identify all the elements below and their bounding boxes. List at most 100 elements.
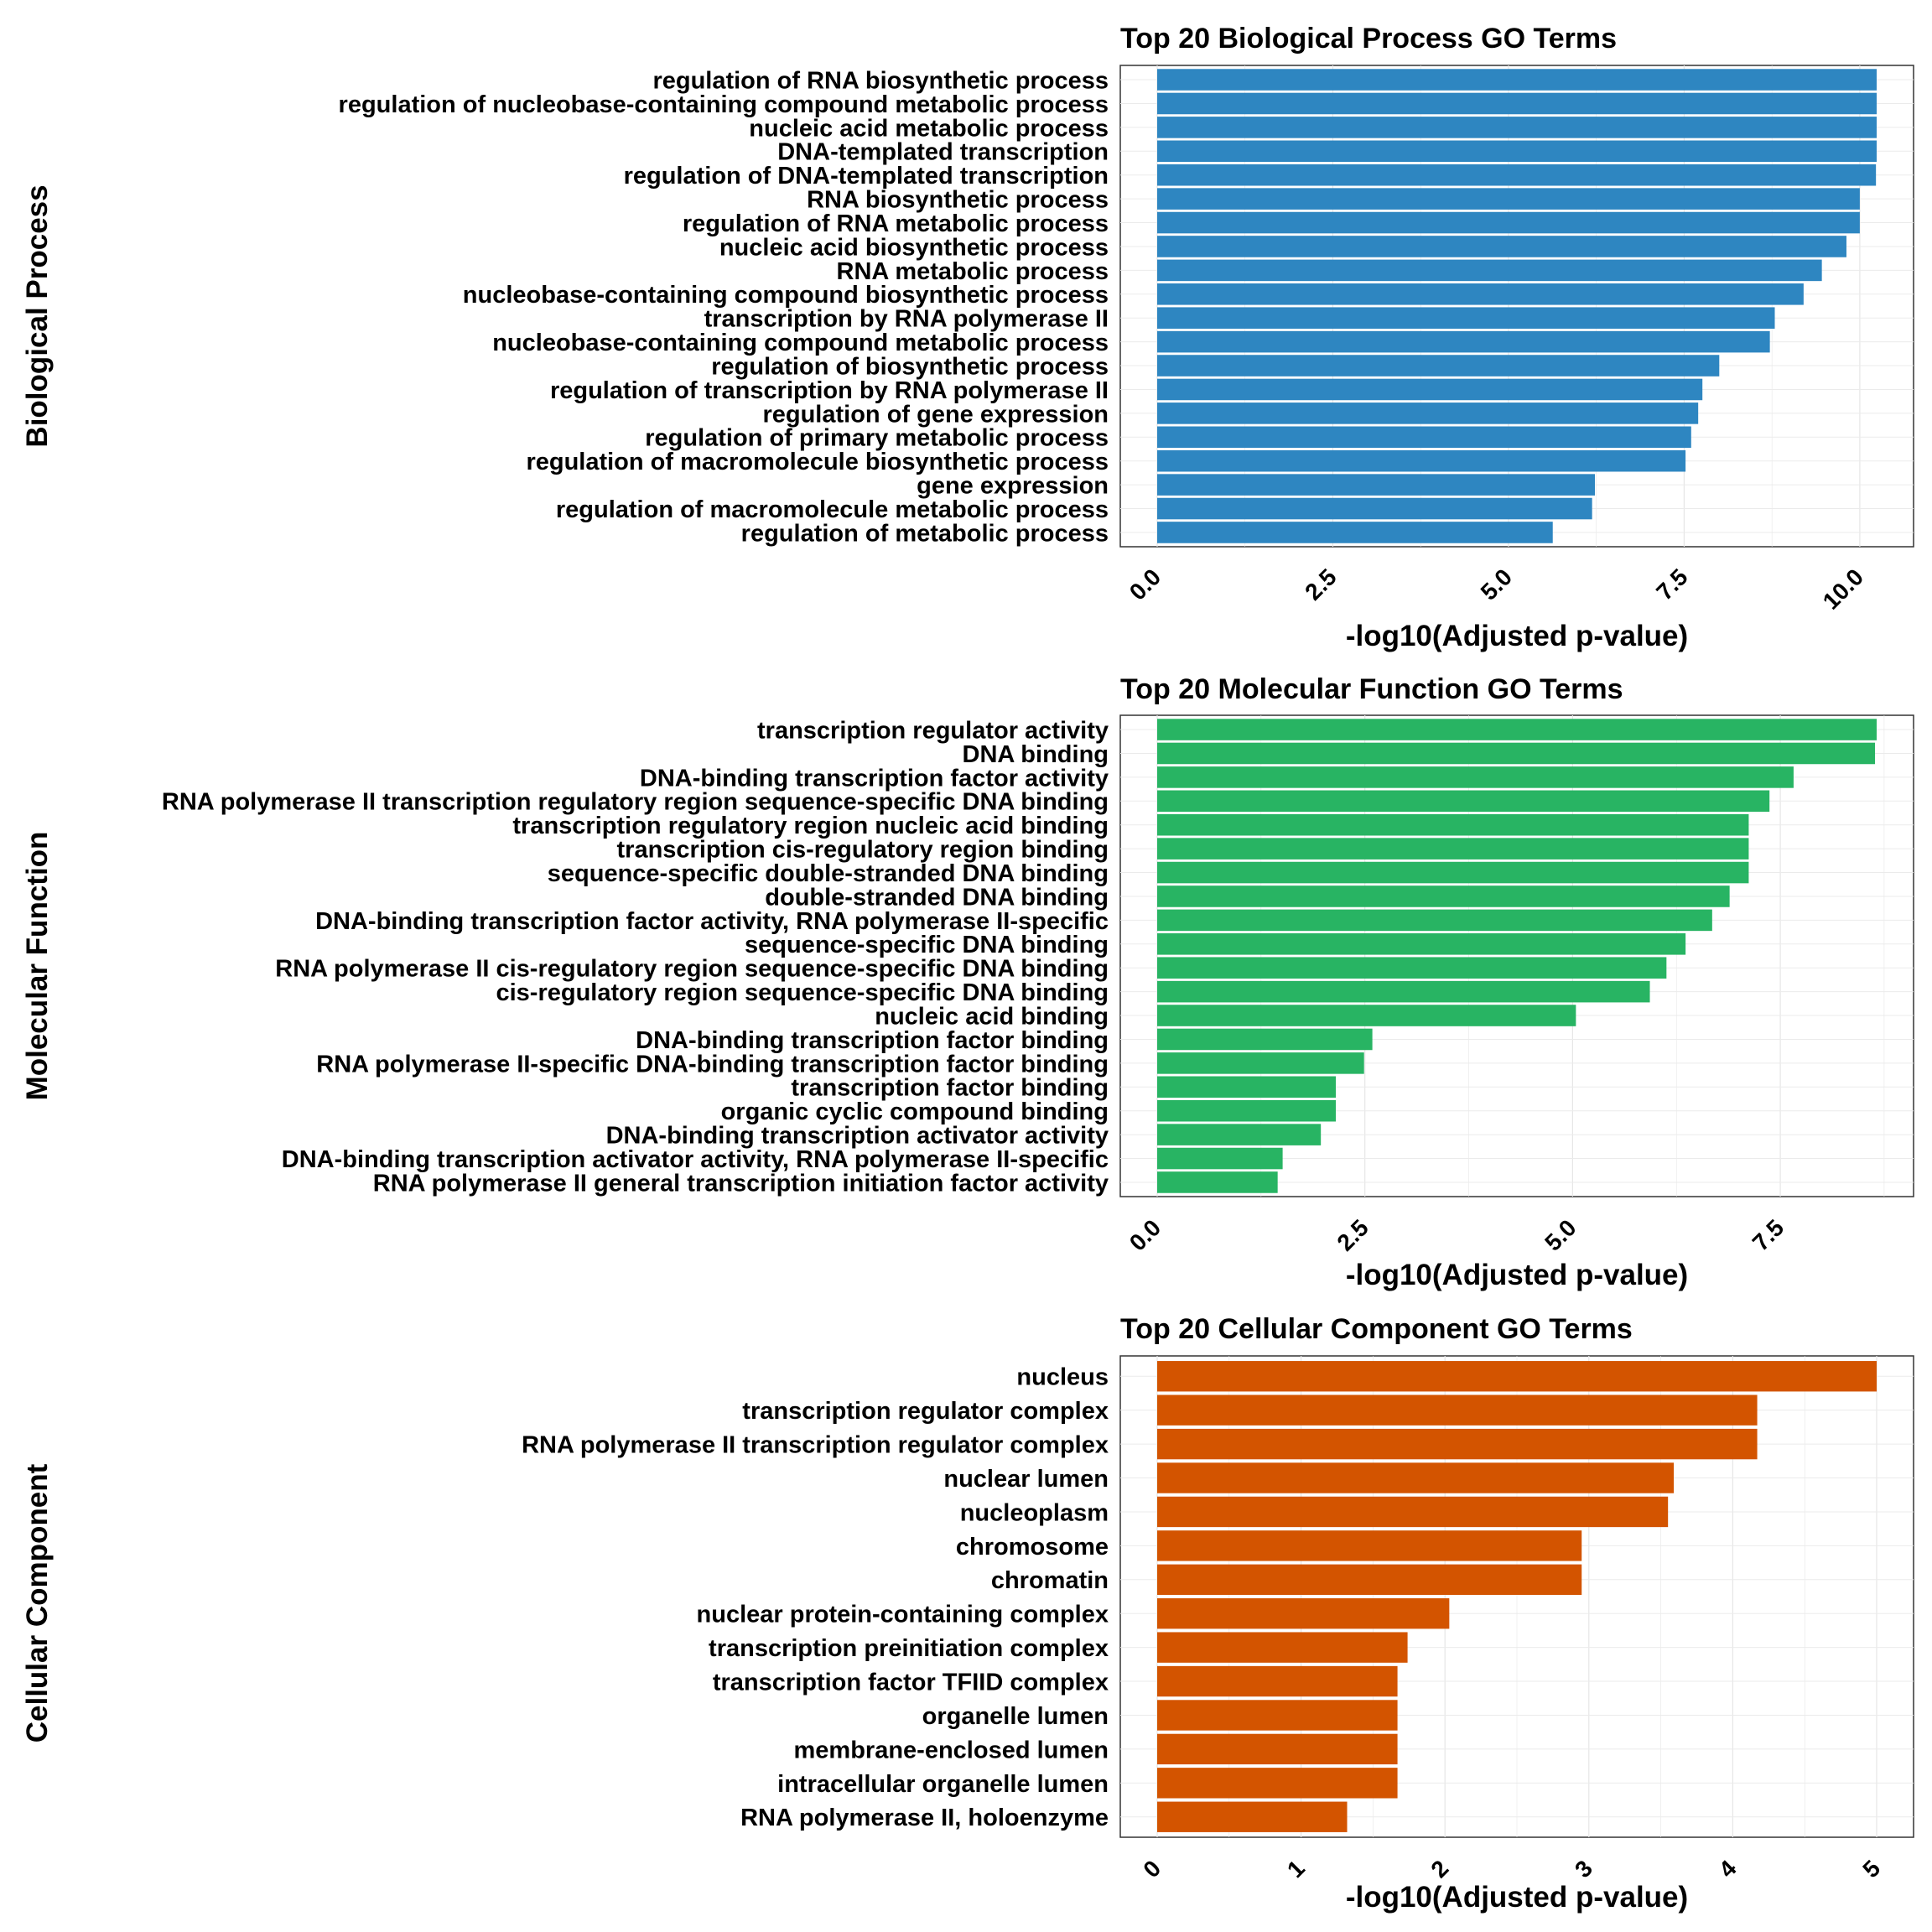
category-label: DNA-binding transcription factor activit… (315, 908, 1109, 935)
bar-3 (1157, 117, 1877, 138)
category-label: nucleus (1016, 1364, 1109, 1391)
category-label: DNA-binding transcription activator acti… (282, 1146, 1109, 1173)
category-label: DNA-binding transcription activator acti… (606, 1123, 1109, 1150)
bar-12 (1157, 330, 1770, 353)
bar-10 (1157, 1665, 1398, 1697)
bar-8 (1157, 886, 1730, 907)
x-tick-label: 0.0 (1124, 1214, 1166, 1255)
chart-panel-mf: Top 20 Molecular Function GO Terms transc… (21, 673, 1914, 1291)
x-tick-label: 10.0 (1818, 564, 1868, 614)
x-tick-label: 0.0 (1124, 564, 1166, 605)
bar-20 (1157, 1171, 1278, 1193)
x-tick-label: 7.5 (1651, 564, 1692, 605)
x-axis-label: -log10(Adjusted p-value) (1346, 1881, 1688, 1914)
category-label: regulation of RNA metabolic process (683, 210, 1109, 237)
bar-18 (1157, 474, 1596, 496)
bar-11 (1157, 957, 1667, 979)
bar-5 (1157, 813, 1749, 836)
bar-17 (1157, 449, 1686, 472)
category-label: RNA polymerase II-specific DNA-binding t… (316, 1051, 1109, 1078)
bar-5 (1157, 1496, 1669, 1528)
chart-panel-cc: Top 20 Cellular Component GO Terms nucleu… (21, 1313, 1914, 1914)
category-label: transcription regulator complex (742, 1398, 1109, 1425)
category-label: transcription preinitiation complex (709, 1635, 1109, 1662)
category-label: RNA polymerase II transcription regulato… (522, 1432, 1109, 1459)
category-label: transcription regulator activity (757, 717, 1109, 744)
category-label: RNA polymerase II, holoenzyme (740, 1805, 1109, 1831)
bar-12 (1157, 1733, 1398, 1765)
category-label: DNA-templated transcription (777, 139, 1109, 166)
category-label: chromosome (956, 1534, 1109, 1561)
category-label: RNA metabolic process (837, 258, 1109, 285)
bar-14 (1157, 1028, 1373, 1051)
category-label: nucleobase-containing compound biosynthe… (463, 282, 1109, 309)
bar-1 (1157, 719, 1877, 740)
bar-6 (1157, 1530, 1582, 1561)
category-label: regulation of RNA biosynthetic process (652, 67, 1109, 94)
bar-2 (1157, 92, 1877, 115)
category-label: regulation of macromolecule metabolic pr… (556, 496, 1109, 523)
category-label: nucleic acid biosynthetic process (719, 234, 1109, 261)
bar-13 (1157, 355, 1720, 377)
chart-title: Top 20 Cellular Component GO Terms (1120, 1313, 1633, 1345)
bar-11 (1157, 307, 1775, 329)
bar-8 (1157, 236, 1846, 257)
x-tick-label: 2.5 (1332, 1214, 1373, 1255)
category-label: nuclear lumen (943, 1466, 1109, 1493)
category-label: transcription by RNA polymerase II (704, 306, 1109, 333)
category-label: nucleobase-containing compound metabolic… (492, 330, 1109, 356)
y-axis-label: Biological Process (21, 184, 54, 447)
category-label: intracellular organelle lumen (777, 1771, 1109, 1798)
bar-5 (1157, 164, 1877, 186)
bar-17 (1157, 1099, 1337, 1122)
bar-10 (1157, 283, 1804, 305)
category-label: DNA-binding transcription factor binding (636, 1027, 1109, 1054)
bar-14 (1157, 1801, 1348, 1832)
bar-14 (1157, 378, 1703, 401)
x-tick-label: 5.0 (1476, 564, 1517, 605)
bar-6 (1157, 838, 1749, 860)
x-tick-label: 7.5 (1748, 1214, 1789, 1255)
y-axis-label: Cellular Component (21, 1463, 54, 1742)
x-axis-label: -log10(Adjusted p-value) (1346, 1259, 1688, 1291)
category-label: transcription regulatory region nucleic … (512, 813, 1109, 839)
category-label: double-stranded DNA binding (765, 884, 1109, 911)
bar-1 (1157, 1361, 1877, 1392)
category-label: DNA-binding transcription factor activit… (640, 765, 1109, 792)
bar-16 (1157, 1076, 1337, 1098)
bar-19 (1157, 497, 1592, 520)
bar-9 (1157, 909, 1712, 932)
bar-4 (1157, 140, 1877, 163)
bar-6 (1157, 188, 1860, 210)
bar-9 (1157, 1632, 1408, 1663)
x-tick-label: 1 (1282, 1855, 1310, 1883)
bar-3 (1157, 1428, 1758, 1460)
bar-13 (1157, 1005, 1576, 1026)
bar-16 (1157, 426, 1691, 449)
category-label: cis-regulatory region sequence-specific … (496, 979, 1109, 1006)
x-tick-label: 3 (1570, 1855, 1597, 1883)
category-label: transcription cis-regulatory region bind… (617, 837, 1109, 864)
bar-1 (1157, 69, 1877, 91)
category-label: organelle lumen (922, 1703, 1109, 1730)
bar-10 (1157, 933, 1686, 955)
category-label: organic cyclic compound binding (721, 1098, 1109, 1125)
category-label: regulation of primary metabolic process (645, 425, 1109, 452)
category-label: nuclear protein-containing complex (697, 1602, 1109, 1628)
chart-panel-bp: Top 20 Biological Process GO Terms regula… (21, 23, 1914, 652)
category-label: transcription factor binding (791, 1075, 1109, 1102)
category-label: RNA polymerase II transcription regulato… (162, 789, 1109, 816)
category-label: regulation of macromolecule biosynthetic… (526, 449, 1109, 475)
bar-3 (1157, 766, 1794, 788)
category-label: nucleoplasm (960, 1499, 1109, 1526)
bar-19 (1157, 1147, 1283, 1170)
bar-11 (1157, 1700, 1398, 1731)
x-tick-label: 5.0 (1540, 1214, 1581, 1255)
chart-title: Top 20 Molecular Function GO Terms (1120, 673, 1623, 705)
category-label: regulation of metabolic process (741, 520, 1109, 547)
bar-8 (1157, 1598, 1450, 1629)
category-label: regulation of biosynthetic process (711, 353, 1109, 380)
category-label: DNA binding (963, 741, 1109, 768)
bar-4 (1157, 790, 1770, 813)
